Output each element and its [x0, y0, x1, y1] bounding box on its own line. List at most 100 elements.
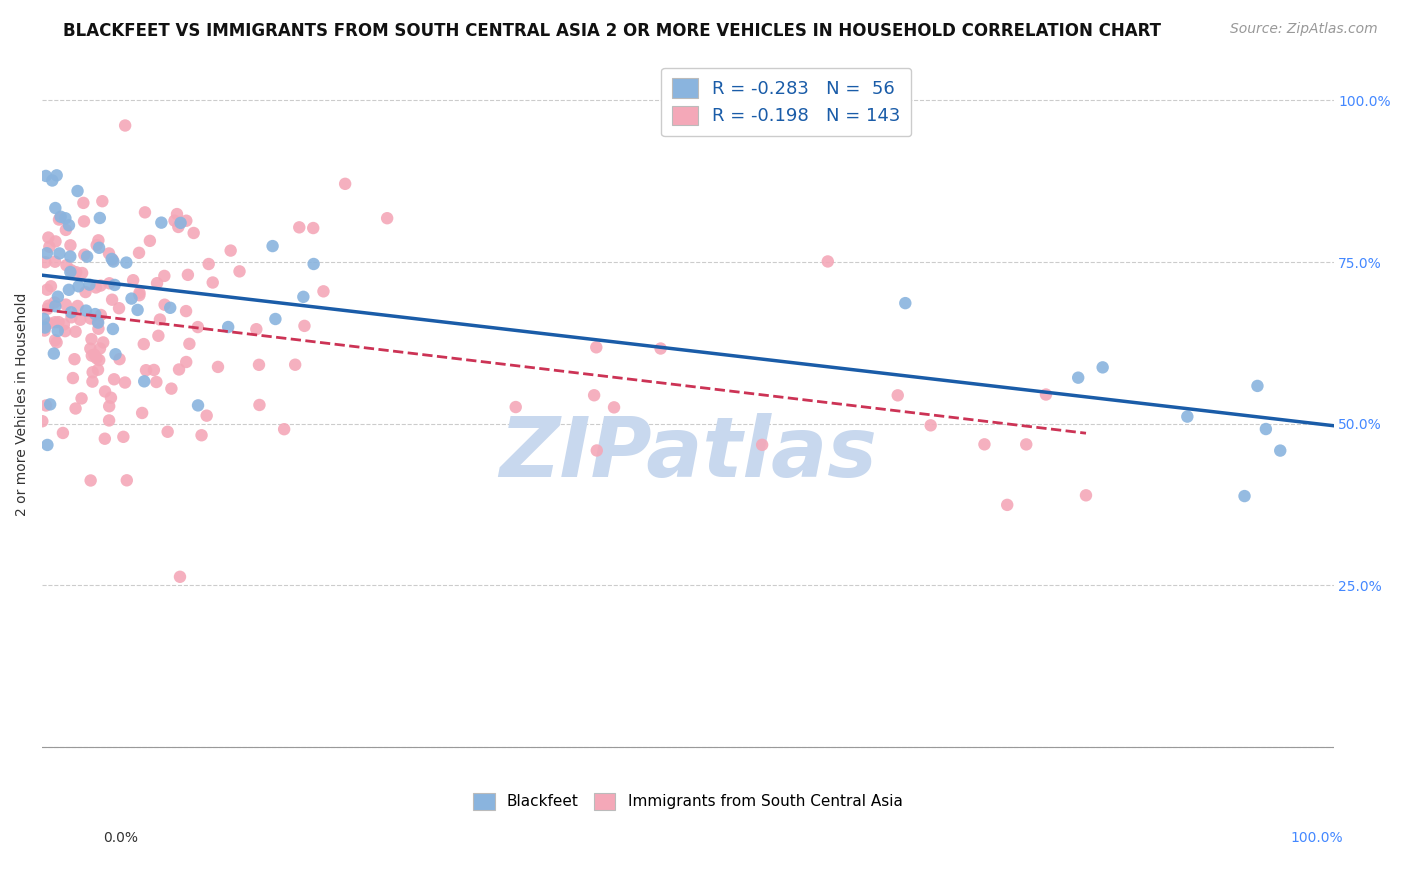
Point [79, 474, 101, 488]
Point [45, 169, 67, 183]
Point [294, 318, 316, 333]
Point [103, 254, 125, 268]
Point [122, 273, 145, 287]
Point [160, 382, 183, 396]
Point [100, 252, 122, 266]
Point [153, 268, 176, 283]
Point [98, 246, 121, 260]
Point [79, 342, 101, 356]
Point [79, 277, 101, 292]
Point [37, 283, 59, 297]
Point [134, 375, 156, 389]
Point [63, 352, 86, 367]
Point [183, 226, 205, 240]
Point [146, 276, 169, 290]
Point [38, 299, 60, 313]
Point [62, 371, 84, 385]
Point [89, 342, 111, 356]
Point [98, 399, 121, 413]
Text: BLACKFEET VS IMMIGRANTS FROM SOUTH CENTRAL ASIA 2 OR MORE VEHICLES IN HOUSEHOLD : BLACKFEET VS IMMIGRANTS FROM SOUTH CENTR… [63, 22, 1161, 40]
Point [60, 310, 83, 325]
Text: 0.0%: 0.0% [103, 831, 138, 846]
Point [31, 414, 53, 428]
Point [38, 240, 60, 254]
Point [87, 241, 110, 255]
Point [217, 320, 239, 334]
Point [80, 349, 103, 363]
Point [302, 257, 325, 271]
Point [127, 302, 149, 317]
Point [1175, 409, 1198, 424]
Point [98, 413, 121, 427]
Point [167, 219, 190, 234]
Point [115, 255, 138, 269]
Point [145, 375, 167, 389]
Point [87, 316, 110, 330]
Point [1074, 488, 1097, 502]
Point [44, 254, 66, 268]
Point [108, 352, 131, 367]
Point [82, 375, 104, 389]
Point [887, 388, 910, 402]
Point [104, 347, 127, 361]
Point [75, 303, 97, 318]
Point [149, 312, 172, 326]
Point [87, 233, 110, 247]
Point [195, 409, 218, 423]
Point [69, 312, 91, 326]
Point [49, 210, 72, 224]
Point [49, 211, 72, 225]
Point [90, 278, 112, 293]
Point [302, 221, 325, 235]
Point [42, 346, 65, 360]
Point [228, 264, 250, 278]
Point [197, 257, 219, 271]
Point [65, 325, 87, 339]
Legend: Blackfeet, Immigrants from South Central Asia: Blackfeet, Immigrants from South Central… [467, 787, 908, 815]
Point [650, 342, 672, 356]
Point [101, 322, 124, 336]
Point [48, 246, 70, 260]
Point [37, 438, 59, 452]
Point [817, 254, 839, 268]
Point [245, 322, 267, 336]
Point [58, 283, 80, 297]
Point [249, 398, 271, 412]
Text: Source: ZipAtlas.com: Source: ZipAtlas.com [1230, 22, 1378, 37]
Point [45, 335, 67, 350]
Point [65, 265, 87, 279]
Point [87, 314, 110, 328]
Point [48, 212, 70, 227]
Point [66, 184, 89, 198]
Point [55, 211, 77, 226]
Point [90, 308, 112, 322]
Point [37, 230, 59, 244]
Point [94, 432, 117, 446]
Point [264, 312, 287, 326]
Point [176, 213, 198, 227]
Point [70, 266, 93, 280]
Point [375, 211, 398, 226]
Point [114, 119, 136, 133]
Point [46, 324, 69, 338]
Point [108, 301, 131, 316]
Point [66, 299, 89, 313]
Point [128, 245, 150, 260]
Point [44, 295, 66, 310]
Point [55, 258, 77, 272]
Point [35, 399, 58, 413]
Point [128, 288, 150, 302]
Point [79, 311, 101, 326]
Point [148, 328, 170, 343]
Point [121, 292, 143, 306]
Point [135, 363, 157, 377]
Point [114, 376, 136, 390]
Point [84, 280, 107, 294]
Point [167, 362, 190, 376]
Point [1015, 437, 1038, 451]
Point [1270, 443, 1292, 458]
Point [179, 336, 201, 351]
Point [39, 279, 62, 293]
Point [46, 290, 69, 304]
Point [86, 238, 108, 252]
